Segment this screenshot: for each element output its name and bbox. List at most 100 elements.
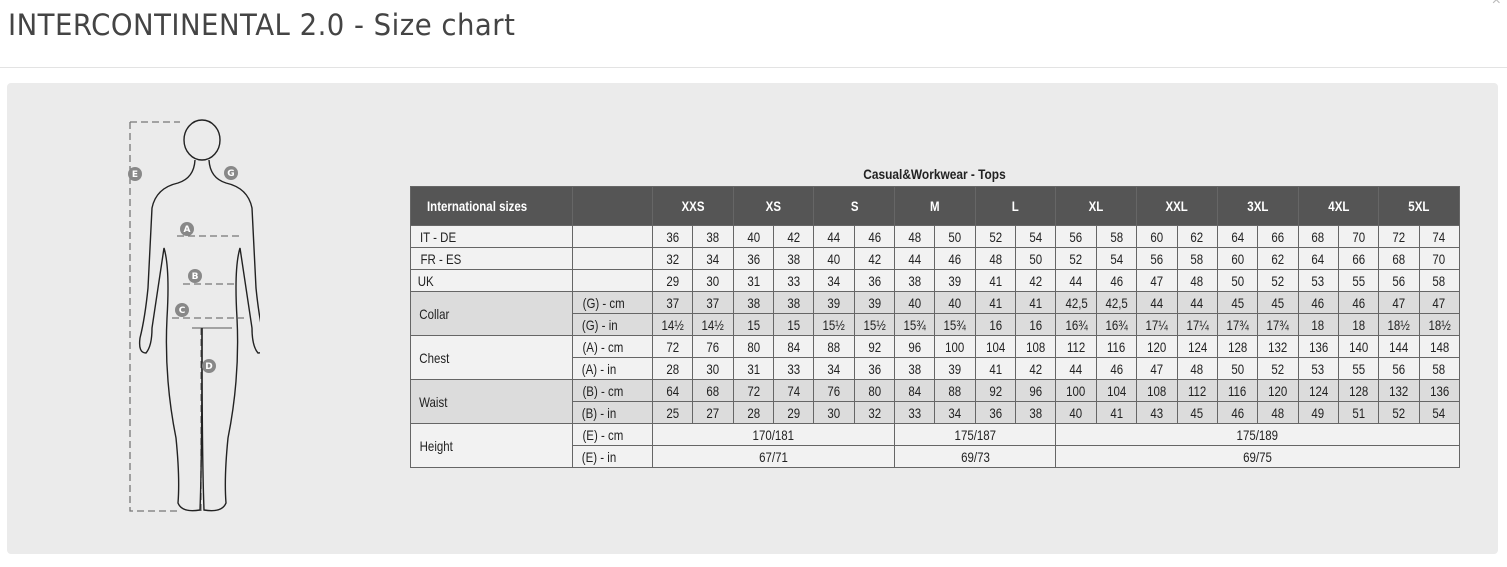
marker-g: G: [224, 166, 238, 180]
table-cell-text: 16: [1029, 316, 1043, 333]
table-cell-text: 30: [706, 272, 720, 289]
table-cell-text: 52: [1392, 404, 1406, 421]
table-cell-text: 34: [827, 272, 841, 289]
table-cell: 40: [934, 291, 976, 314]
table-cell-text: 100: [1066, 382, 1086, 399]
table-cell-text: 84: [787, 338, 801, 355]
row-unit: (E) - in: [572, 445, 653, 468]
header-size-text: XXL: [1165, 198, 1189, 214]
table-cell-text: 70: [1432, 250, 1446, 267]
table-cell: 88: [934, 379, 976, 402]
table-cell-text: 34: [948, 404, 962, 421]
table-cell: 108: [1136, 379, 1178, 402]
table-cell: 18: [1337, 313, 1380, 336]
table-cell-text: 60: [1231, 250, 1244, 267]
table-cell-text: 48: [1271, 404, 1285, 421]
table-caption: Casual&Workwear - Tops: [863, 166, 1006, 182]
table-cell: 100: [1055, 379, 1097, 402]
table-cell: 46: [1095, 269, 1138, 292]
table-cell-text: 88: [948, 382, 962, 399]
table-cell-text: 50: [948, 228, 962, 245]
table-cell-text: 48: [1190, 272, 1204, 289]
row-unit-text: (G) - cm: [582, 294, 625, 311]
table-cell-text: 54: [1432, 404, 1446, 421]
table-cell: 40: [732, 225, 775, 248]
table-cell-text: 48: [989, 250, 1002, 267]
table-cell-text: 62: [1190, 228, 1204, 245]
table-cell: 42: [853, 247, 896, 270]
table-cell: 120: [1257, 379, 1299, 402]
table-cell: 16: [1015, 313, 1057, 336]
row-unit: [572, 247, 653, 270]
header-size-text: XXS: [681, 198, 705, 214]
table-cell: 50: [1015, 247, 1057, 270]
table-cell-text: 40: [948, 294, 962, 311]
table-cell: 104: [974, 335, 1017, 358]
header-size: 4XL: [1297, 186, 1380, 226]
size-table: International sizes XXS XS S M L XL XXL 3XL 4XL 5X…: [410, 186, 1460, 468]
table-cell: 17¾: [1257, 313, 1299, 336]
marker-e-label: E: [132, 170, 138, 180]
table-cell: 52: [1055, 247, 1097, 270]
table-cell: 52: [1378, 401, 1420, 424]
table-cell-text: 17¼: [1145, 316, 1169, 333]
table-cell: 39: [853, 291, 896, 314]
table-cell: 46: [853, 225, 896, 248]
row-label: UK: [410, 269, 573, 292]
table-cell-text: 32: [868, 404, 881, 421]
table-cell: 55: [1337, 357, 1380, 380]
table-cell-text: 132: [1268, 338, 1288, 355]
row-unit: (E) - cm: [572, 423, 653, 446]
table-cell-text: 44: [1069, 360, 1083, 377]
table-cell: 100: [934, 335, 976, 358]
table-cell-span: 175/187: [894, 423, 1057, 446]
table-cell: 39: [934, 269, 976, 292]
marker-b-label: B: [192, 272, 199, 282]
table-cell-text: 80: [868, 382, 881, 399]
close-icon[interactable]: ×: [1491, 0, 1501, 9]
table-cell-text: 76: [827, 382, 841, 399]
table-cell: 112: [1176, 379, 1218, 402]
table-cell-text: 136: [1429, 382, 1449, 399]
table-cell: 68: [1378, 247, 1420, 270]
row-unit-text: (G) - in: [581, 316, 618, 333]
table-cell: 132: [1257, 335, 1299, 358]
table-cell-text: 43: [1150, 404, 1164, 421]
table-cell-text: 42: [868, 250, 881, 267]
table-cell: 52: [974, 225, 1017, 248]
table-cell-text: 41: [1110, 404, 1123, 421]
table-cell: 36: [974, 401, 1017, 424]
table-cell: 15¾: [894, 313, 936, 336]
table-cell: 58: [1418, 357, 1460, 380]
table-cell-text: 54: [1029, 228, 1043, 245]
table-cell: 38: [894, 357, 936, 380]
table-cell-text: 56: [1392, 360, 1406, 377]
table-cell: 80: [732, 335, 775, 358]
table-cell-text: 128: [1348, 382, 1369, 399]
row-unit-text: (E) - in: [581, 448, 617, 465]
table-cell: 46: [1297, 291, 1339, 314]
row-label-text: Height: [419, 437, 453, 454]
table-cell-text: 44: [1150, 294, 1164, 311]
table-cell: 46: [934, 247, 976, 270]
table-cell-text: 50: [1231, 360, 1244, 377]
table-cell-text: 39: [948, 360, 962, 377]
table-cell: 92: [853, 335, 896, 358]
table-cell-text: 48: [1190, 360, 1204, 377]
header-size: 5XL: [1378, 186, 1460, 226]
table-cell: 92: [974, 379, 1017, 402]
table-cell-text: 68: [706, 382, 720, 399]
table-cell-text: 17¾: [1266, 316, 1290, 333]
table-cell-text: 50: [1231, 272, 1244, 289]
table-cell-text: 14½: [661, 316, 684, 333]
table-cell: 37: [651, 291, 694, 314]
table-cell-text: 68: [1392, 250, 1406, 267]
table-cell-text: 128: [1227, 338, 1248, 355]
table-cell: 74: [1418, 225, 1460, 248]
table-cell-text: 45: [1231, 294, 1244, 311]
table-cell: 15¾: [934, 313, 976, 336]
table-cell-text: 41: [1029, 294, 1043, 311]
table-cell: 45: [1257, 291, 1299, 314]
table-cell-text: 108: [1026, 338, 1046, 355]
row-label: Collar: [410, 291, 573, 336]
